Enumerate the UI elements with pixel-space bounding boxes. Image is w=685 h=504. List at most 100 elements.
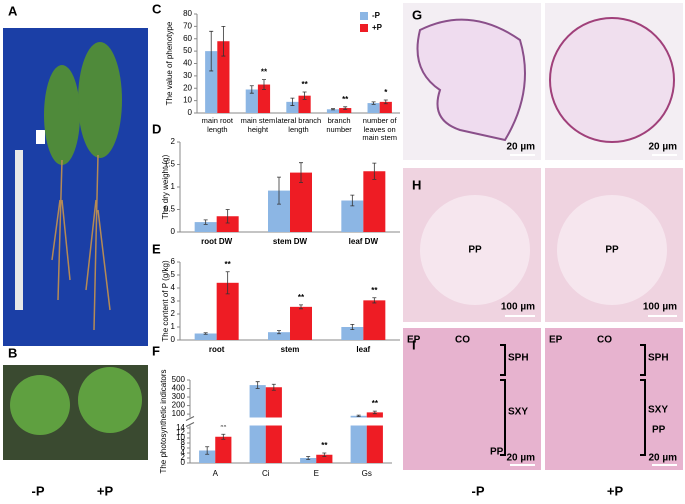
y-tick-label: 10: [183, 96, 192, 105]
tissue-label: SXY: [648, 405, 668, 416]
condition: -P: [32, 483, 45, 498]
error-bar: [350, 194, 355, 207]
error-bar: [205, 446, 210, 455]
region-label: PP: [605, 245, 619, 256]
y-tick-label: 0.5: [164, 205, 176, 214]
bar: [350, 415, 367, 463]
y-tick-label: 0: [188, 108, 193, 117]
bar: [290, 172, 312, 232]
bar: [216, 282, 239, 340]
region-label: PP: [468, 245, 482, 256]
error-bar: [306, 456, 311, 460]
y-axis-label: The dry weight (g): [161, 154, 170, 219]
bar: [194, 333, 217, 340]
legend-label: +P: [372, 23, 383, 32]
scale-label: 100 µm: [501, 302, 535, 313]
error-bar: [343, 106, 348, 110]
tissue-label: CO: [597, 335, 612, 346]
bar: [199, 450, 216, 463]
brackets: [500, 344, 646, 456]
panel-label: A: [8, 3, 18, 18]
y-tick-label: 0: [171, 335, 176, 344]
panel-label: E: [152, 241, 161, 256]
y-axis-label: The photosynthetic indicators: [159, 369, 168, 473]
tissue-label: PP: [652, 425, 666, 436]
bar: [326, 109, 340, 113]
bar: [216, 216, 239, 232]
x-tick-label: root: [209, 345, 225, 354]
error-bar: [221, 25, 226, 57]
bar: [363, 300, 386, 340]
roots: [51, 154, 111, 331]
panel-label: I: [412, 337, 416, 352]
x-tick-label: stem DW: [273, 237, 308, 246]
bar: [341, 200, 364, 232]
y-tick-label: 1.5: [164, 160, 176, 169]
error-bar: [261, 79, 266, 90]
y-tick-label: 30: [183, 71, 192, 80]
bar: [194, 222, 217, 232]
significance: **: [298, 293, 305, 302]
bar: [339, 108, 352, 113]
tag: [36, 130, 45, 144]
y-tick-label: 300: [172, 392, 186, 401]
y-tick-label: 6: [181, 443, 186, 452]
condition: +P: [97, 483, 114, 498]
condition: -P: [472, 483, 485, 498]
y-axis-label: The content of P (g/kg): [161, 260, 170, 342]
x-tick-label: Gs: [362, 469, 372, 478]
scale-label: 20 µm: [506, 453, 535, 464]
error-bar: [277, 330, 281, 335]
significance: **: [220, 422, 227, 431]
x-tick-label: lateral branch length: [275, 116, 322, 134]
y-tick-label: 2: [171, 309, 176, 318]
panel-label: B: [8, 345, 17, 360]
error-bar: [221, 433, 226, 440]
condition: +P: [607, 483, 624, 498]
y-tick-label: 6: [171, 257, 176, 266]
x-tick-label: leaf: [356, 345, 370, 354]
significance: **: [261, 68, 268, 77]
legend-swatch: [360, 24, 368, 32]
y-tick-label: 0: [181, 458, 186, 467]
significance: **: [225, 260, 232, 269]
tissue-label: EP: [407, 335, 421, 346]
y-tick-label: 2: [181, 453, 186, 462]
x-tick-label: E: [314, 469, 319, 478]
error-bar: [372, 410, 377, 415]
y-tick-label: 500: [172, 375, 186, 384]
error-bar: [383, 99, 388, 105]
tissue-label: SPH: [508, 353, 529, 364]
y-tick-label: 4: [181, 448, 186, 457]
photo-i-right: [545, 328, 683, 470]
x-tick-label: number of leaves on main stem: [362, 116, 397, 143]
bar: [316, 454, 333, 463]
y-tick-label: 200: [172, 401, 186, 410]
significance: **: [371, 286, 378, 295]
bar: [300, 458, 317, 463]
scale-label: 100 µm: [643, 302, 677, 313]
panel-label: D: [152, 121, 161, 136]
error-bar: [372, 162, 377, 180]
tissue-label: EP: [549, 335, 563, 346]
significance: **: [372, 399, 379, 408]
error-bar: [371, 101, 376, 105]
tissue-label: SPH: [648, 353, 669, 364]
significance: *: [384, 88, 388, 97]
error-bar: [356, 414, 361, 417]
y-tick-label: 4: [171, 283, 176, 292]
y-tick-label: 1: [171, 322, 176, 331]
root-section: [416, 18, 526, 142]
bar: [367, 103, 380, 113]
panel-label: G: [412, 7, 422, 22]
bar: [245, 89, 258, 113]
y-tick-label: 5: [171, 270, 176, 279]
error-bar: [302, 91, 307, 100]
error-bar: [203, 219, 208, 225]
legend-label: -P: [372, 11, 381, 20]
y-tick-label: 14: [176, 423, 185, 432]
scale-label: 20 µm: [648, 453, 677, 464]
y-tick-label: 40: [183, 59, 192, 68]
